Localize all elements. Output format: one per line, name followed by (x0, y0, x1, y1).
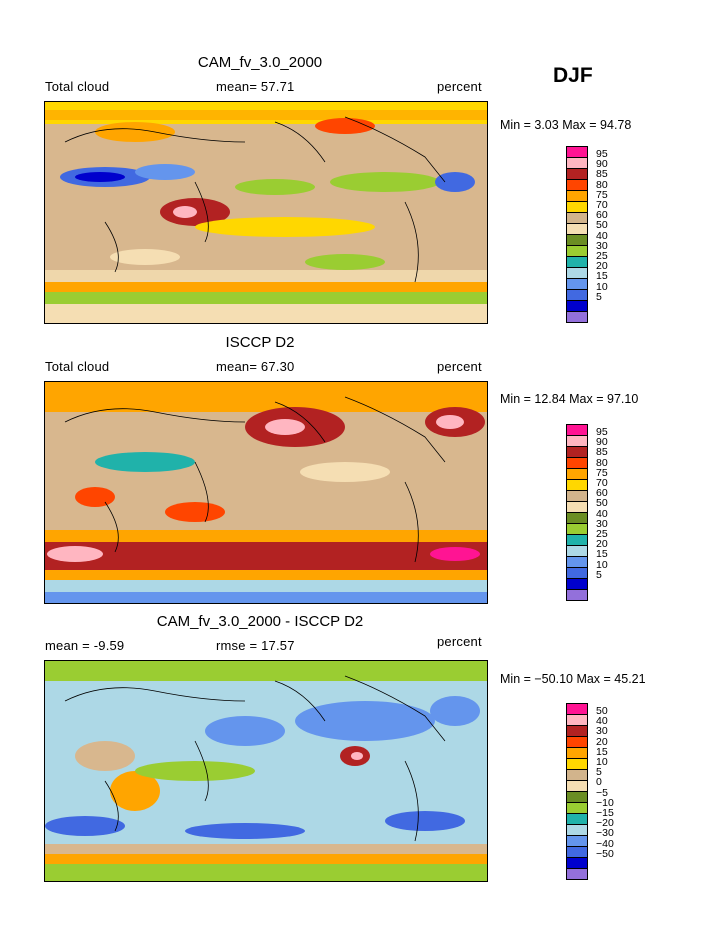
legend-label: 10 (596, 280, 608, 293)
legend-label: 60 (596, 209, 608, 222)
legend-label: −30 (596, 827, 614, 840)
legend-label: 70 (596, 199, 608, 212)
panel-1-legend-labels: 95 90 85 80 75 70 60 50 40 30 25 20 15 10 5 (596, 148, 608, 303)
legend-swatch (566, 311, 588, 323)
panel-3-map-graphic (45, 661, 487, 881)
legend-label: 15 (596, 745, 608, 758)
panel-2-title: ISCCP D2 (225, 334, 295, 351)
legend-label: 80 (596, 178, 608, 191)
panel-1-center-label: mean= 57.71 (216, 79, 295, 94)
legend-label: 95 (596, 426, 608, 438)
legend-swatch (566, 589, 588, 601)
legend-label: −5 (596, 786, 608, 799)
legend-label: 10 (596, 558, 608, 571)
panel-2-map-graphic (45, 382, 487, 603)
legend-label: −10 (596, 796, 614, 809)
legend-label: 85 (596, 446, 608, 459)
legend-label: 30 (596, 517, 608, 530)
legend-label: 15 (596, 270, 608, 283)
legend-label: 80 (596, 456, 608, 469)
panel-2-legend-bar (566, 424, 588, 601)
legend-label: 5 (596, 290, 602, 303)
legend-label: 0 (596, 776, 602, 789)
panel-3-legend-bar (566, 703, 588, 880)
legend-label: −20 (596, 817, 614, 830)
legend-label: 30 (596, 725, 608, 738)
panel-1-right-label: percent (437, 79, 482, 94)
legend-label: 25 (596, 528, 608, 541)
legend-label: 60 (596, 487, 608, 500)
legend-label: 30 (596, 239, 608, 252)
panel-2-left-label: Total cloud (45, 359, 110, 374)
panel-1-left-label: Total cloud (45, 79, 110, 94)
panel-3-left-label: mean = -9.59 (45, 638, 125, 653)
panel-3-minmax: Min = −50.10 Max = 45.21 (500, 672, 646, 686)
legend-label: 85 (596, 168, 608, 181)
panel-2-center-label: mean= 67.30 (216, 359, 295, 374)
legend-label: 75 (596, 466, 608, 479)
panel-3-center-label: rmse = 17.57 (216, 638, 295, 653)
legend-label: −40 (596, 837, 614, 850)
panel-2-map (44, 381, 488, 604)
panel-3-title: CAM_fv_3.0_2000 - ISCCP D2 (156, 613, 364, 630)
legend-label: 25 (596, 250, 608, 263)
panel-1-map (44, 101, 488, 324)
panel-3-map (44, 660, 488, 882)
legend-label: 95 (596, 148, 608, 160)
legend-label: 50 (596, 219, 608, 232)
legend-swatch (566, 868, 588, 880)
legend-label: 40 (596, 507, 608, 520)
panel-2-minmax: Min = 12.84 Max = 97.10 (500, 392, 639, 406)
legend-label: 20 (596, 735, 608, 748)
legend-label: 50 (596, 497, 608, 510)
legend-label: 20 (596, 538, 608, 551)
legend-label: 75 (596, 188, 608, 201)
legend-label: 70 (596, 477, 608, 490)
legend-label: 90 (596, 436, 608, 449)
panel-1-map-graphic (45, 102, 487, 323)
legend-label: −15 (596, 807, 614, 820)
legend-label: 15 (596, 548, 608, 561)
panel-1-minmax: Min = 3.03 Max = 94.78 (500, 118, 632, 132)
legend-label: 5 (596, 568, 602, 581)
panel-1-title: CAM_fv_3.0_2000 (197, 54, 323, 71)
panel-1-legend-bar (566, 146, 588, 323)
legend-label: −50 (596, 847, 614, 860)
legend-label: 10 (596, 756, 608, 769)
panel-3-right-label: percent (437, 634, 482, 649)
legend-label: 40 (596, 229, 608, 242)
panel-3-legend-labels: 50 40 30 20 15 10 5 0 −5 −10 −15 −20 −30 −40 −50 (596, 705, 614, 860)
panel-2-legend-labels: 95 90 85 80 75 70 60 50 40 30 25 20 15 10 5 (596, 426, 608, 581)
legend-label: 5 (596, 766, 602, 779)
season-label: DJF (553, 64, 593, 87)
legend-label: 20 (596, 260, 608, 273)
legend-label: 90 (596, 158, 608, 171)
legend-label: 50 (596, 705, 608, 717)
panel-2-right-label: percent (437, 359, 482, 374)
legend-label: 40 (596, 715, 608, 728)
